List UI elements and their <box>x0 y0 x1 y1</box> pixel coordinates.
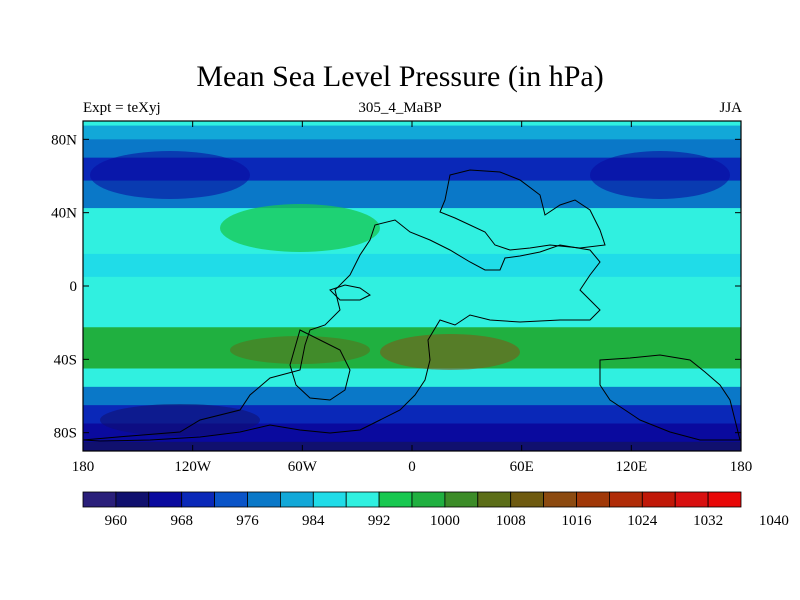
north-pacific-low-1 <box>90 151 250 199</box>
island-outline <box>329 284 371 301</box>
y-tick-label: 80N <box>51 132 77 148</box>
colorbar-label: 992 <box>368 513 391 529</box>
colorbar-box <box>444 491 479 508</box>
colorbar-label: 1024 <box>627 513 658 529</box>
colorbar-label: 1040 <box>759 513 789 529</box>
colorbar-box <box>345 491 380 508</box>
colorbar-box <box>477 491 512 508</box>
season-label: JJA <box>719 100 742 116</box>
colorbar-box <box>378 491 413 508</box>
y-tick-label: 0 <box>70 279 78 295</box>
x-tick-label: 120E <box>615 459 647 475</box>
colorbar-box <box>510 491 545 508</box>
colorbar-box <box>82 491 117 508</box>
colorbar-box <box>312 491 347 508</box>
pressure-band <box>83 276 741 301</box>
colorbar-box <box>148 491 183 508</box>
experiment-label: Expt = teXyj <box>83 100 161 116</box>
colorbar-box <box>214 491 248 508</box>
southern-low <box>100 404 260 436</box>
x-tick-label: 60W <box>288 459 318 475</box>
southern-high-west <box>230 336 370 364</box>
colorbar-box <box>543 491 577 508</box>
north-subtropical-high <box>220 204 380 252</box>
colorbar-box <box>279 491 314 508</box>
colorbar-label: 984 <box>302 513 325 529</box>
continent-outline-south <box>289 329 351 401</box>
continent-outline-east <box>599 354 741 441</box>
north-pacific-low-2 <box>590 151 730 199</box>
colorbar: 960 968 976 984 992 1000 1008 1016 1024 1032 1040 <box>82 491 789 529</box>
southern-high-center <box>380 334 520 370</box>
colorbar-box <box>247 491 281 508</box>
colorbar-label: 1016 <box>562 513 593 529</box>
colorbar-label: 960 <box>105 513 128 529</box>
age-label: 305_4_MaBP <box>358 100 442 116</box>
colorbar-box <box>181 491 215 508</box>
y-tick-label: 40S <box>54 352 77 368</box>
pressure-band <box>83 299 741 328</box>
colorbar-box <box>674 491 709 508</box>
x-tick-label: 180 <box>72 459 95 475</box>
colorbar-label: 968 <box>170 513 193 529</box>
pressure-band <box>83 208 741 232</box>
colorbar-label: 1008 <box>496 513 526 529</box>
regional-highs-lows <box>90 151 730 436</box>
pressure-band <box>83 368 741 388</box>
map-axes: 180 120W 60W 0 60E 120E 180 80N 40N 0 40S 80S <box>51 121 752 475</box>
pressure-band <box>83 253 741 278</box>
y-tick-label: 80S <box>54 426 77 442</box>
x-tick-label: 0 <box>408 459 416 475</box>
colorbar-box <box>707 491 742 508</box>
colorbar-box <box>609 491 643 508</box>
x-tick-label: 180 <box>730 459 753 475</box>
continent-outlines <box>83 169 741 442</box>
colorbar-box <box>576 491 610 508</box>
colorbar-box <box>115 491 150 508</box>
colorbar-box <box>411 491 446 508</box>
pressure-band <box>83 386 741 406</box>
x-tick-label: 120W <box>174 459 212 475</box>
pressure-band <box>83 231 741 255</box>
y-tick-label: 40N <box>51 206 77 222</box>
colorbar-box <box>641 491 676 508</box>
colorbar-label: 1032 <box>693 513 723 529</box>
colorbar-label: 976 <box>236 513 259 529</box>
pressure-band <box>83 139 741 159</box>
map-title: Mean Sea Level Pressure (in hPa) <box>196 60 604 93</box>
pressure-band <box>83 125 741 140</box>
colorbar-label: 1000 <box>430 513 460 529</box>
x-tick-label: 60E <box>510 459 534 475</box>
continent-outline-north <box>439 169 606 251</box>
